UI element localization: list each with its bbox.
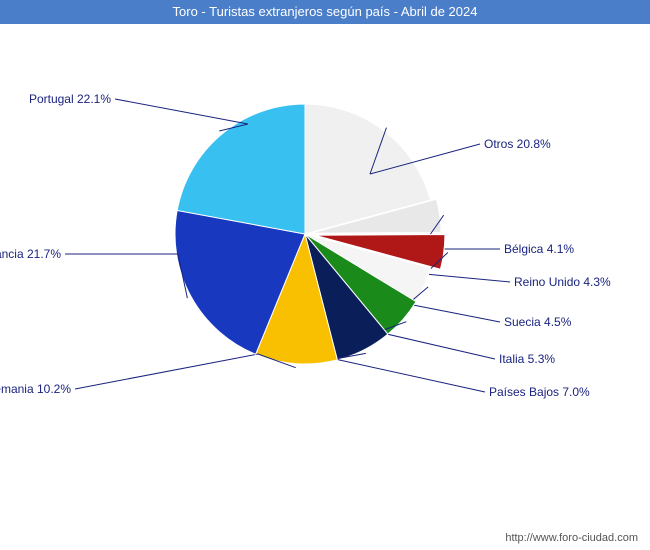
leader-line: [335, 359, 485, 392]
chart-area: Otros 20.8% Bélgica 4.1% Reino Unido 4.3% S…: [0, 24, 650, 524]
chart-title: Toro - Turistas extranjeros según país -…: [0, 0, 650, 24]
slice-label: Portugal 22.1%: [29, 92, 111, 106]
slice-label: Países Bajos 7.0%: [489, 385, 590, 399]
slice-label: Italia 5.3%: [499, 352, 555, 366]
leader-line: [75, 354, 258, 389]
slice-label: Alemania 10.2%: [0, 382, 71, 396]
leader-line: [378, 332, 495, 359]
chart-container: Toro - Turistas extranjeros según país -…: [0, 0, 650, 550]
leader-line: [425, 274, 510, 282]
slice-label: Reino Unido 4.3%: [514, 275, 611, 289]
leader-line: [115, 99, 248, 124]
slice-label: Suecia 4.5%: [504, 315, 572, 329]
footer-url: http://www.foro-ciudad.com: [505, 532, 638, 544]
leader-line: [408, 304, 500, 322]
slice-label: Francia 21.7%: [0, 247, 61, 261]
slice-label: Bélgica 4.1%: [504, 242, 574, 256]
pie-chart: Otros 20.8% Bélgica 4.1% Reino Unido 4.3% S…: [0, 24, 650, 524]
slice-label: Otros 20.8%: [484, 137, 551, 151]
